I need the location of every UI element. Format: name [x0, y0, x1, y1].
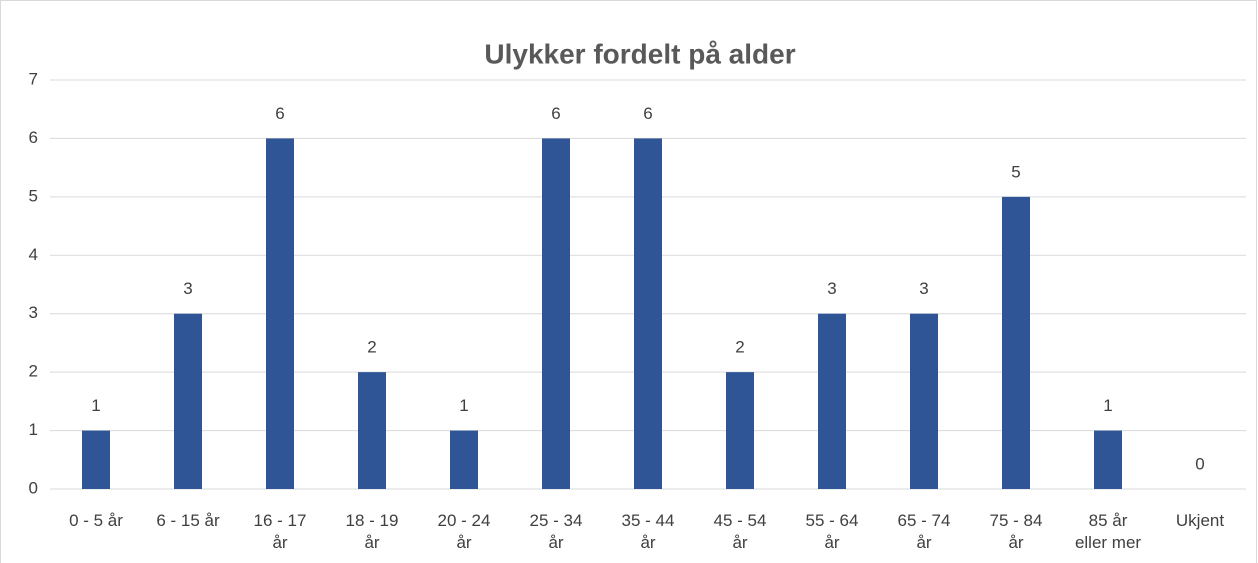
x-tick-label: 6 - 15 år: [156, 511, 220, 530]
data-label: 6: [643, 104, 652, 123]
bar: [174, 313, 202, 489]
y-tick-label: 6: [29, 128, 38, 147]
x-tick-label: 65 - 74 år: [897, 511, 951, 552]
bar: [450, 430, 478, 489]
data-label: 1: [459, 396, 468, 415]
bar: [634, 138, 662, 489]
data-label: 5: [1011, 162, 1020, 181]
bar: [1094, 430, 1122, 489]
data-label: 6: [275, 104, 284, 123]
y-tick-label: 3: [29, 303, 38, 322]
data-label: 0: [1195, 454, 1204, 473]
bar: [358, 372, 386, 489]
x-tick-label: 20 - 24 år: [437, 511, 491, 552]
chart-title: Ulykker fordelt på alder: [484, 38, 795, 69]
data-label: 1: [91, 396, 100, 415]
data-label: 2: [367, 338, 376, 357]
y-tick-label: 4: [29, 245, 38, 264]
y-tick-label: 2: [29, 362, 38, 381]
data-label: 1: [1103, 396, 1112, 415]
y-tick-label: 7: [29, 69, 38, 88]
y-tick-label: 1: [29, 420, 38, 439]
x-tick-label: 18 - 19 år: [345, 511, 399, 552]
x-tick-label: 85 år eller mer: [1074, 511, 1142, 552]
x-tick-label: 75 - 84 år: [989, 511, 1043, 552]
data-label: 3: [827, 279, 836, 298]
x-tick-label: Ukjent: [1175, 511, 1225, 530]
data-label: 2: [735, 338, 744, 357]
x-tick-label: 35 - 44 år: [621, 511, 675, 552]
data-label: 3: [183, 279, 192, 298]
y-tick-label: 0: [29, 478, 38, 497]
data-label: 3: [919, 279, 928, 298]
bar: [542, 138, 570, 489]
x-tick-label: 25 - 34 år: [529, 511, 583, 552]
x-tick-label: 55 - 64 år: [805, 511, 859, 552]
bar: [910, 313, 938, 489]
x-tick-label: 45 - 54 år: [713, 511, 767, 552]
bar: [82, 430, 110, 489]
y-tick-label: 5: [29, 186, 38, 205]
x-tick-label: 16 - 17 år: [253, 511, 307, 552]
bar: [266, 138, 294, 489]
x-tick-label: 0 - 5 år: [69, 511, 123, 530]
bar: [818, 313, 846, 489]
bar: [1002, 196, 1030, 489]
bar: [726, 372, 754, 489]
data-label: 6: [551, 104, 560, 123]
